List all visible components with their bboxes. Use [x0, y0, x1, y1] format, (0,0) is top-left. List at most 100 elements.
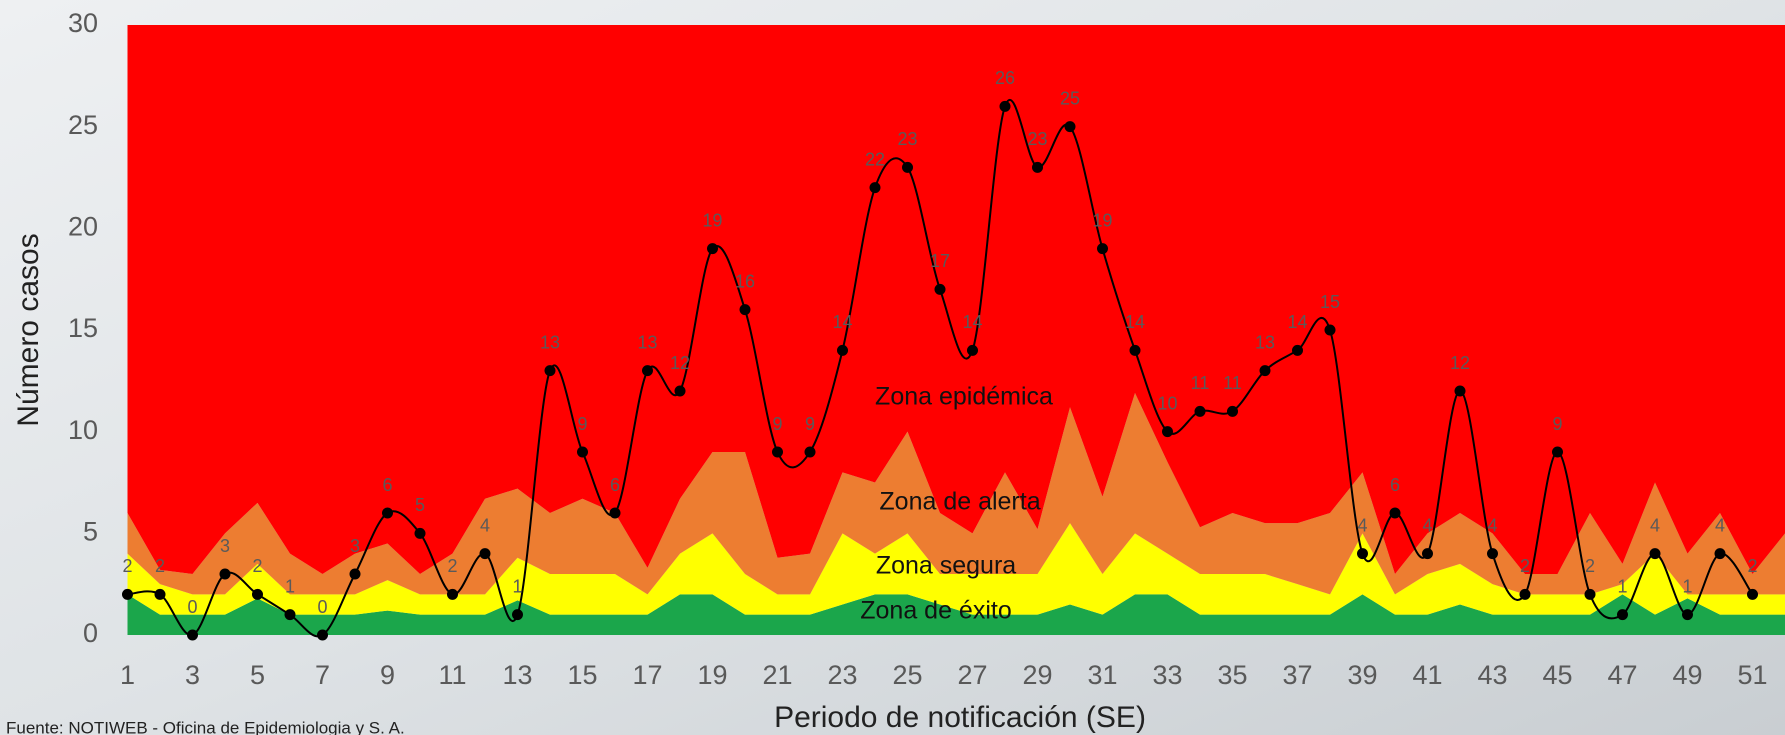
data-label: 2 — [1747, 556, 1757, 576]
x-tick-label: 7 — [315, 660, 330, 690]
data-point — [252, 588, 263, 600]
x-tick-label: 13 — [502, 660, 532, 690]
x-tick-label: 25 — [892, 660, 922, 690]
data-label: 22 — [865, 149, 885, 169]
data-point — [219, 568, 231, 580]
data-label: 1 — [285, 576, 295, 596]
data-label: 14 — [1287, 312, 1307, 332]
data-label: 3 — [350, 536, 360, 556]
data-point — [447, 588, 458, 600]
x-tick-label: 45 — [1542, 660, 1572, 690]
data-point — [804, 446, 816, 458]
data-point — [837, 344, 848, 356]
data-point — [1747, 588, 1758, 600]
data-label: 10 — [1157, 393, 1177, 413]
data-label: 17 — [930, 251, 950, 271]
data-label: 0 — [187, 597, 197, 617]
data-point — [349, 568, 361, 580]
data-point — [934, 283, 946, 295]
x-tick-label: 27 — [957, 660, 987, 690]
data-point — [1714, 548, 1726, 560]
data-point — [609, 507, 621, 519]
data-label: 2 — [252, 556, 262, 576]
data-label: 3 — [220, 536, 230, 556]
x-tick-label: 9 — [380, 660, 395, 690]
data-point — [1324, 324, 1336, 336]
data-label: 6 — [382, 475, 392, 495]
x-tick-label: 19 — [697, 660, 727, 690]
data-point — [1227, 405, 1238, 417]
data-label: 25 — [1060, 88, 1080, 108]
x-tick-label: 49 — [1672, 660, 1702, 690]
data-label: 12 — [1450, 353, 1470, 373]
source-note: Fuente: NOTIWEB - Oficina de Epidemiolog… — [6, 718, 405, 735]
data-point — [1552, 446, 1563, 458]
data-point — [284, 609, 296, 621]
data-point — [1162, 426, 1173, 438]
data-label: 14 — [962, 312, 982, 332]
zone-label: Zona de alerta — [879, 488, 1040, 516]
zone-label: Zona epidémica — [875, 383, 1053, 411]
data-label: 4 — [1357, 515, 1367, 535]
data-label: 9 — [1552, 414, 1562, 434]
x-tick-label: 47 — [1607, 660, 1637, 690]
data-point — [1032, 161, 1043, 173]
data-point — [772, 446, 783, 458]
data-point — [1389, 507, 1401, 519]
x-tick-label: 39 — [1347, 660, 1377, 690]
data-label: 9 — [772, 414, 782, 434]
data-point — [544, 365, 556, 377]
x-tick-label: 21 — [762, 660, 792, 690]
data-point — [187, 629, 198, 641]
data-point — [674, 385, 686, 397]
x-tick-label: 31 — [1087, 660, 1117, 690]
y-tick-label: 15 — [68, 313, 98, 343]
data-label: 4 — [1715, 515, 1725, 535]
data-point — [1682, 609, 1693, 621]
data-point — [1454, 385, 1466, 397]
data-point — [1519, 588, 1531, 600]
data-label: 13 — [1255, 332, 1275, 352]
data-label: 14 — [1125, 312, 1145, 332]
data-label: 15 — [1320, 292, 1340, 312]
data-label: 11 — [1223, 373, 1242, 393]
data-label: 2 — [122, 556, 132, 576]
y-axis-title: Número casos — [12, 233, 45, 426]
data-label: 9 — [805, 414, 815, 434]
data-label: 26 — [995, 68, 1015, 88]
y-tick-label: 30 — [68, 8, 98, 38]
data-label: 13 — [540, 332, 560, 352]
data-label: 2 — [447, 556, 457, 576]
y-tick-label: 5 — [83, 516, 98, 546]
data-point — [869, 182, 881, 194]
data-point — [122, 588, 133, 600]
zone-label: Zona segura — [876, 552, 1016, 580]
data-label: 23 — [1027, 129, 1047, 149]
data-label: 23 — [897, 129, 917, 149]
data-label: 11 — [1191, 373, 1210, 393]
area-band — [127, 393, 1785, 595]
x-tick-label: 37 — [1282, 660, 1312, 690]
data-point — [577, 446, 588, 458]
data-point — [1259, 365, 1271, 377]
data-label: 12 — [670, 353, 690, 373]
data-point — [1487, 548, 1498, 560]
data-label: 2 — [1520, 556, 1530, 576]
zone-label: Zona de éxito — [860, 597, 1012, 625]
data-point — [512, 609, 523, 621]
data-label: 1 — [512, 576, 522, 596]
x-tick-label: 23 — [827, 660, 857, 690]
area-band — [127, 25, 1785, 574]
data-point — [707, 243, 718, 255]
y-tick-label: 0 — [83, 618, 98, 648]
data-label: 1 — [1617, 576, 1627, 596]
data-point — [479, 548, 491, 560]
data-label: 4 — [1487, 515, 1497, 535]
data-point — [967, 344, 978, 356]
data-point — [1194, 405, 1206, 417]
data-point — [642, 365, 653, 377]
data-point — [1097, 243, 1108, 255]
data-point — [739, 304, 751, 316]
data-label: 14 — [832, 312, 852, 332]
